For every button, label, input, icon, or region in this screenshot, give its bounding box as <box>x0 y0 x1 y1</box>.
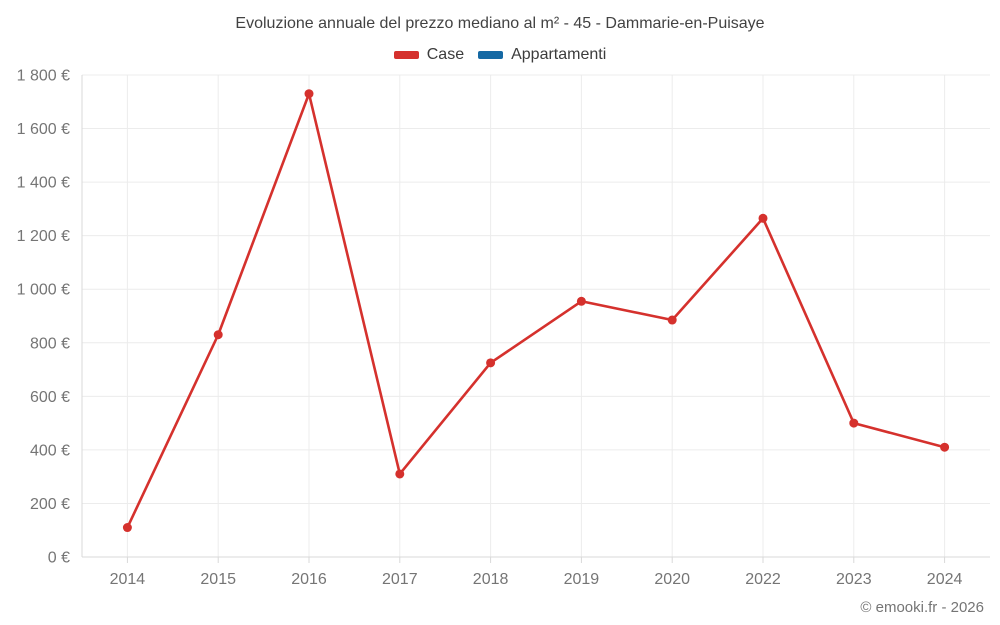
data-point-case-2023[interactable] <box>849 418 859 428</box>
copyright-text: © emooki.fr - 2026 <box>860 599 984 616</box>
data-point-case-2015[interactable] <box>213 330 223 340</box>
y-axis-tick-label: 800 € <box>30 335 70 352</box>
legend-label-case: Case <box>426 46 465 63</box>
data-point-case-2017[interactable] <box>395 469 405 479</box>
chart-title: Evoluzione annuale del prezzo mediano al… <box>235 15 765 32</box>
y-axis-tick-label: 1 200 € <box>17 228 70 245</box>
legend-label-appartamenti: Appartamenti <box>511 46 607 63</box>
x-axis-tick-label: 2023 <box>836 571 872 588</box>
legend-swatch-case-icon <box>393 51 419 59</box>
x-axis-tick-label: 2015 <box>200 571 236 588</box>
y-axis-tick-label: 1 000 € <box>17 282 70 299</box>
y-axis-tick-label: 600 € <box>30 389 70 406</box>
legend-item-case[interactable]: Case <box>393 46 465 64</box>
y-axis-tick-label: 1 600 € <box>17 121 70 138</box>
y-axis-tick-label: 1 800 € <box>17 68 70 85</box>
legend-swatch-appartamenti-icon <box>478 51 504 59</box>
data-point-case-2022[interactable] <box>758 213 768 223</box>
x-axis-tick-label: 2017 <box>382 571 418 588</box>
y-axis-tick-label: 0 € <box>48 550 70 567</box>
x-axis-tick-label: 2020 <box>654 571 690 588</box>
x-axis-tick-label: 2016 <box>291 571 327 588</box>
y-axis-tick-label: 1 400 € <box>17 175 70 192</box>
x-axis-tick-label: 2018 <box>473 571 509 588</box>
data-point-case-2019[interactable] <box>576 296 586 306</box>
data-point-case-2024[interactable] <box>940 442 950 452</box>
x-axis-tick-label: 2019 <box>564 571 600 588</box>
data-point-case-2018[interactable] <box>486 358 496 368</box>
y-axis-tick-label: 200 € <box>30 496 70 513</box>
series-line-case <box>126 92 946 529</box>
data-point-case-2016[interactable] <box>304 89 314 99</box>
x-axis-tick-label: 2022 <box>745 571 781 588</box>
y-axis-tick-label: 400 € <box>30 442 70 459</box>
x-axis-tick-label: 2024 <box>927 571 963 588</box>
data-point-case-2014[interactable] <box>122 523 132 533</box>
data-point-case-2020[interactable] <box>667 315 677 325</box>
legend-item-appartamenti[interactable]: Appartamenti <box>478 46 606 64</box>
x-axis-tick-label: 2014 <box>110 571 146 588</box>
chart-legend: Case Appartamenti <box>0 46 1000 64</box>
